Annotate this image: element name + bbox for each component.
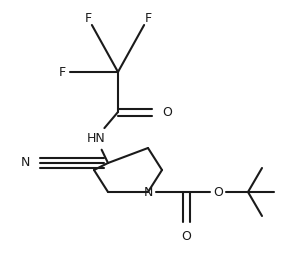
Text: HN: HN: [87, 132, 105, 144]
Text: O: O: [181, 230, 191, 243]
Text: F: F: [144, 12, 152, 25]
Text: O: O: [213, 186, 223, 198]
Text: F: F: [58, 66, 66, 79]
Text: N: N: [21, 156, 30, 169]
Text: F: F: [84, 12, 92, 25]
Text: O: O: [162, 105, 172, 119]
Text: N: N: [143, 186, 153, 198]
